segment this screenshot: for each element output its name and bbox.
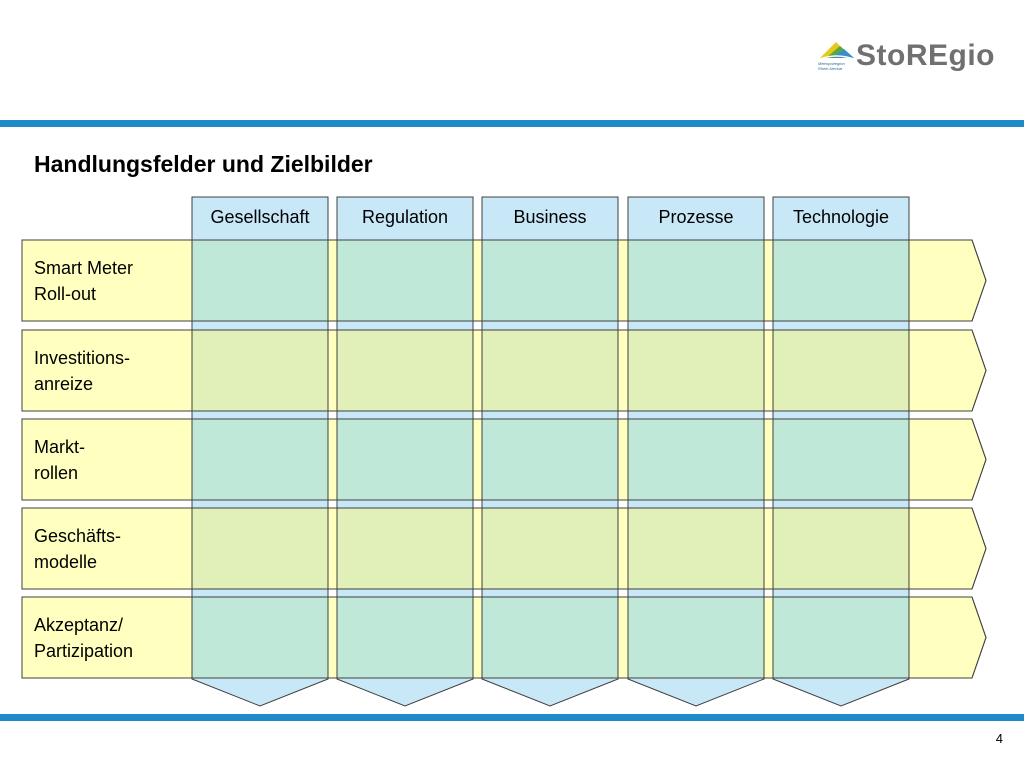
column-label: Regulation [361,207,449,227]
matrix-cell [628,508,764,589]
matrix-cell [482,330,618,411]
column-label: Technologie [792,207,890,227]
column-label: Prozesse [658,207,734,227]
matrix-cell [773,597,909,678]
matrix-cell [773,240,909,321]
row-label: Akzeptanz/ Partizipation [34,615,134,661]
row-label: Smart Meter Roll-out [34,258,134,304]
row-outline [21,418,987,501]
matrix-cell [628,330,764,411]
matrix-cell [628,597,764,678]
matrix-cell [337,330,473,411]
matrix-cell [482,508,618,589]
matrix-cell [192,508,328,589]
logo-subtext: Metropolregion Rhein-Neckar [818,61,845,71]
matrix-cell [192,330,328,411]
matrix-cell [482,597,618,678]
row-label: Markt- rollen [34,437,85,483]
matrix-cell [192,419,328,500]
column-label: Gesellschaft [210,207,310,227]
matrix-cell [628,240,764,321]
header-band [0,120,1024,127]
slide-title: Handlungsfelder und Zielbilder [34,151,373,177]
logo-text: StoREgio [856,39,995,72]
footer-band [0,714,1024,721]
storegio-logo [819,42,855,60]
page-number: 4 [995,731,1003,746]
matrix-cell [192,597,328,678]
row-outline [21,329,987,412]
matrix-cell [773,419,909,500]
matrix-cell [628,419,764,500]
row-outline [21,596,987,679]
row-label: Geschäfts- modelle [34,526,122,572]
matrix-cell [482,240,618,321]
matrix-cell [192,240,328,321]
row-outline [21,507,987,590]
row-label: Investitions- anreize [34,348,131,394]
matrix-cell [482,419,618,500]
column-label: Business [513,207,587,227]
matrix-cell [773,508,909,589]
matrix-cell [337,240,473,321]
matrix-cell [773,330,909,411]
matrix-cell [337,419,473,500]
matrix-cell [337,508,473,589]
row-outline [21,239,987,322]
matrix-cell [337,597,473,678]
